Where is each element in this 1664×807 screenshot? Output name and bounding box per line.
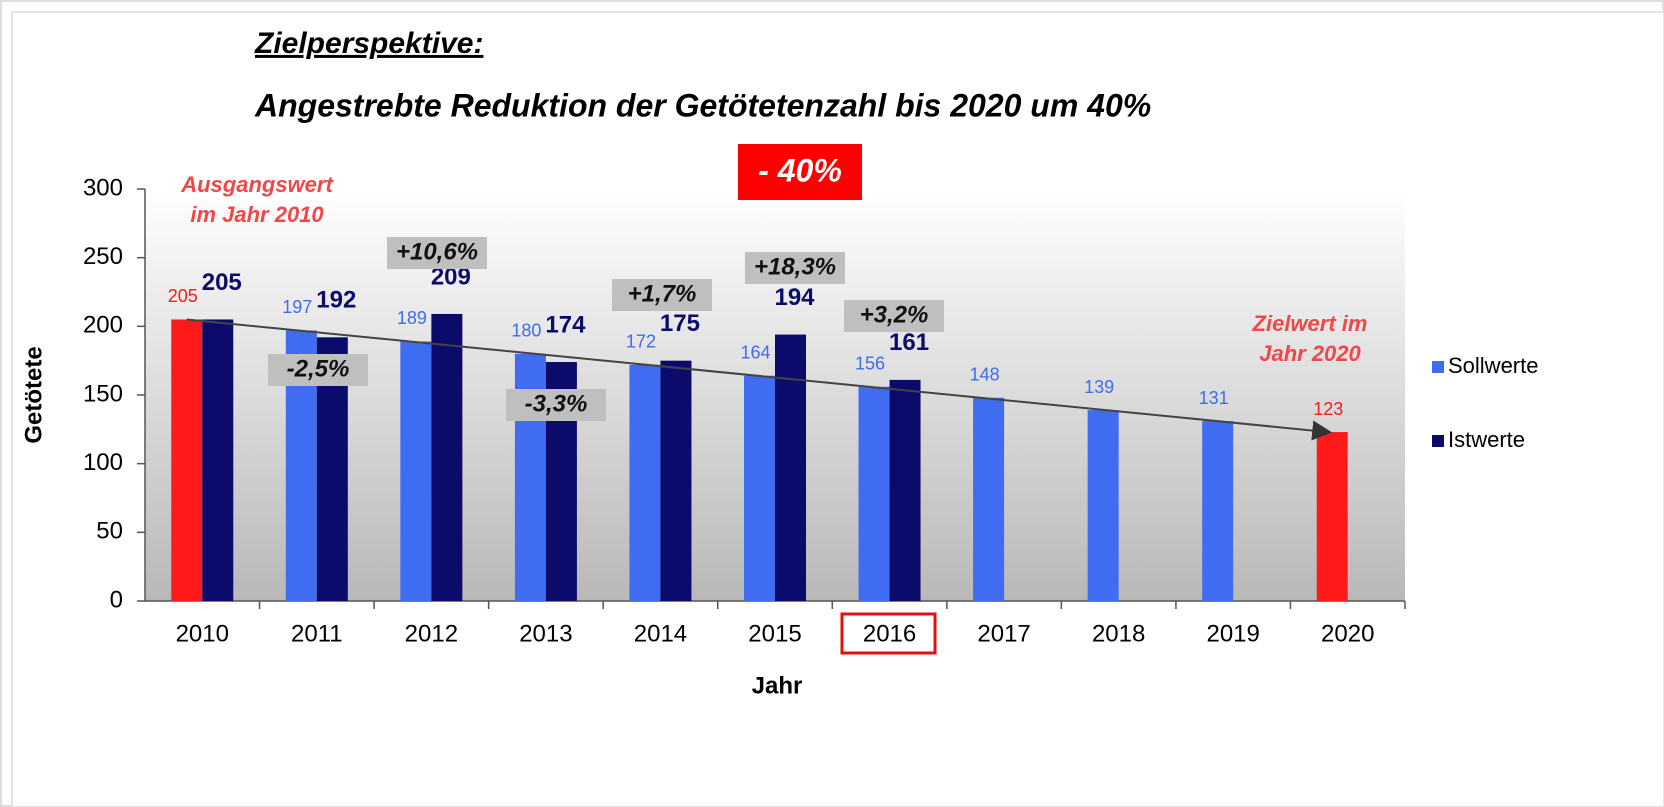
annotation: Ausgangswert — [180, 172, 334, 197]
legend-swatch — [1432, 435, 1444, 447]
bar — [889, 379, 921, 601]
bar — [431, 313, 463, 601]
x-tick-label: 2017 — [977, 620, 1030, 647]
annotation: +10,6% — [396, 238, 478, 265]
x-axis-label: Jahr — [752, 672, 803, 699]
change-box — [745, 252, 845, 284]
bar — [973, 397, 1005, 601]
legend-swatch — [1432, 361, 1444, 373]
y-tick-label: 250 — [83, 243, 123, 270]
x-tick-label: 2018 — [1092, 620, 1145, 647]
annotation: -3,3% — [525, 390, 588, 417]
highlight-box — [840, 612, 937, 655]
legend-label: Sollwerte — [1448, 353, 1538, 378]
data-label: 164 — [740, 343, 770, 363]
data-label: 194 — [774, 284, 815, 311]
y-axis-label: Getötete — [20, 346, 47, 443]
data-label: 131 — [1199, 388, 1229, 408]
x-tick-label: 2019 — [1206, 620, 1259, 647]
data-label: 180 — [511, 321, 541, 341]
y-tick-label: 0 — [110, 586, 123, 613]
data-label: 139 — [1084, 377, 1114, 397]
data-label: 172 — [626, 332, 656, 352]
bar — [171, 319, 203, 601]
bar — [744, 375, 775, 601]
annotation: +3,2% — [860, 301, 929, 328]
chart-title: Zielperspektive: — [254, 27, 483, 60]
annotation: +1,7% — [628, 280, 697, 307]
bar — [400, 341, 432, 601]
data-label: 123 — [1313, 399, 1343, 419]
bar — [858, 386, 890, 601]
bar — [775, 334, 806, 601]
bar — [1087, 410, 1119, 601]
x-tick-label: 2012 — [405, 620, 458, 647]
x-tick-label: 2010 — [176, 620, 229, 647]
x-tick-label: 2014 — [634, 620, 687, 647]
change-box — [387, 237, 487, 269]
data-label: 174 — [545, 311, 586, 338]
badge — [738, 144, 862, 200]
data-label: 148 — [970, 364, 1000, 384]
x-tick-label: 2011 — [291, 620, 343, 647]
data-label: 192 — [316, 287, 356, 314]
data-label: 175 — [660, 310, 700, 337]
data-label: 189 — [397, 308, 427, 328]
y-tick-label: 300 — [83, 174, 123, 201]
bar — [1202, 421, 1234, 601]
change-box — [506, 389, 606, 421]
x-tick-label: 2016 — [863, 620, 916, 647]
bar — [660, 360, 692, 601]
chart-subtitle: Angestrebte Reduktion der Getötetenzahl … — [254, 87, 1151, 123]
annotation: im Jahr 2010 — [190, 202, 324, 227]
data-label: 161 — [889, 329, 929, 356]
data-label: 205 — [202, 269, 242, 296]
annotation: - 40% — [758, 152, 842, 188]
y-tick-label: 150 — [83, 380, 123, 407]
y-tick-label: 50 — [96, 518, 123, 545]
data-label: 197 — [282, 297, 312, 317]
y-tick-label: 100 — [83, 449, 123, 476]
annotation: Jahr 2020 — [1259, 341, 1361, 366]
data-label: 156 — [855, 354, 885, 374]
bar — [1316, 432, 1348, 601]
change-box — [268, 354, 368, 386]
y-tick-label: 200 — [83, 312, 123, 339]
change-box — [844, 300, 944, 332]
change-box — [612, 279, 712, 311]
x-tick-label: 2020 — [1321, 620, 1374, 647]
annotation: -2,5% — [287, 355, 350, 382]
x-tick-label: 2015 — [748, 620, 801, 647]
data-label: 205 — [168, 286, 198, 306]
bar — [202, 319, 234, 601]
legend-label: Istwerte — [1448, 427, 1525, 452]
trend-line — [186, 318, 1333, 441]
x-tick-label: 2013 — [519, 620, 572, 647]
annotation: Zielwert im — [1252, 311, 1368, 336]
annotation: +18,3% — [754, 253, 836, 280]
bar — [629, 364, 661, 601]
